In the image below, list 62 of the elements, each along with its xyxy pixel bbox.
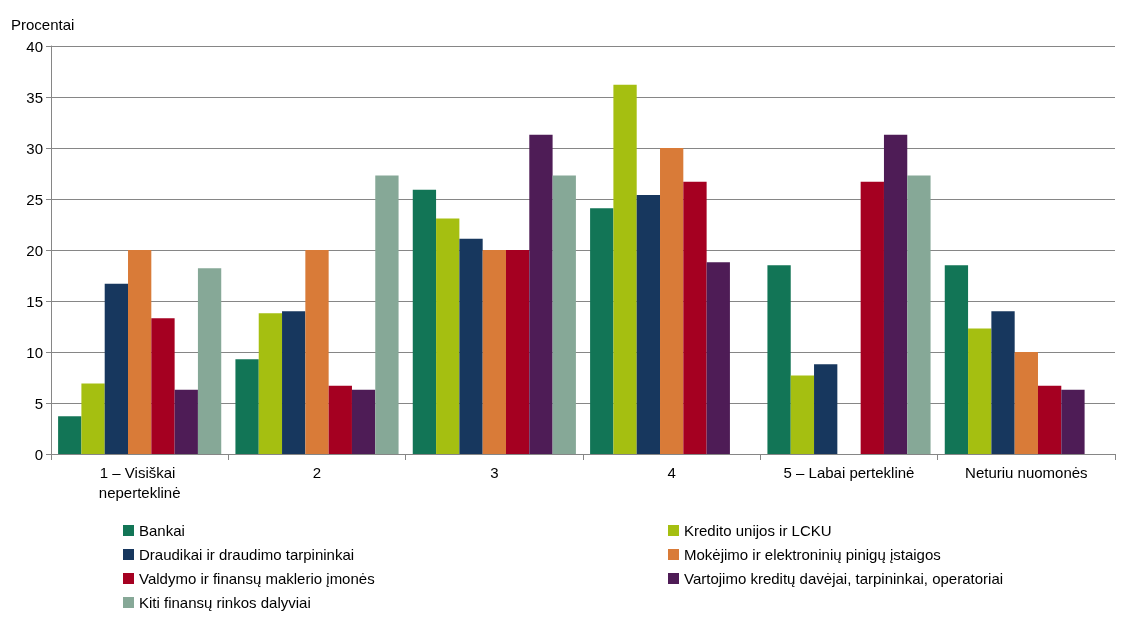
- x-tick-label: 2: [312, 463, 322, 481]
- bar: [683, 181, 707, 454]
- bar: [412, 189, 437, 454]
- bar: [636, 194, 661, 454]
- bar: [590, 208, 614, 454]
- y-tick-label: 10: [26, 343, 43, 361]
- legend-label: Kredito unijos ir LCKU: [684, 522, 832, 539]
- legend-label: Mokėjimo ir elektroninių pinigų įstaigos: [684, 546, 941, 563]
- bar: [529, 134, 553, 454]
- bar: [767, 265, 791, 454]
- bar: [128, 250, 152, 454]
- bar: [1061, 389, 1085, 454]
- legend-label: Draudikai ir draudimo tarpininkai: [139, 546, 355, 563]
- y-tick-label: 30: [26, 139, 43, 157]
- bar: [351, 389, 376, 454]
- bar: [282, 311, 306, 454]
- x-tick-label: 1 – Visiškai neperteklinė: [98, 463, 181, 501]
- bar: [459, 238, 483, 454]
- bar: [81, 383, 105, 454]
- bar: [706, 262, 730, 454]
- bar: [991, 311, 1015, 454]
- bar: [375, 175, 399, 454]
- bar: [197, 268, 222, 454]
- bar: [860, 181, 884, 454]
- legend-label: Vartojimo kreditų davėjai, tarpininkai, operatoriai: [684, 570, 1004, 587]
- bar: [790, 375, 815, 454]
- bar: [174, 389, 198, 454]
- y-tick-label: 20: [26, 241, 43, 259]
- bar: [660, 148, 684, 454]
- y-tick-label: 5: [34, 394, 43, 412]
- bar: [151, 318, 175, 454]
- bar: [907, 175, 931, 454]
- x-tick-label: Neturiu nuomonės: [965, 463, 1088, 481]
- legend-label: Bankai: [139, 522, 185, 539]
- y-tick-label: 0: [34, 445, 43, 463]
- bar: [944, 265, 969, 454]
- y-tick-label: 35: [26, 88, 43, 106]
- bar: [968, 328, 992, 454]
- bar: [328, 385, 352, 454]
- y-tick-label: 25: [26, 190, 43, 208]
- legend-label: Kiti finansų rinkos dalyviai: [139, 594, 311, 611]
- y-tick-label: 40: [26, 37, 43, 55]
- bar: [58, 416, 82, 454]
- bar: [1037, 385, 1062, 454]
- x-tick-label: 4: [667, 463, 676, 481]
- x-tick-label: 3: [490, 463, 499, 481]
- bar: [104, 283, 129, 454]
- bar: [552, 175, 576, 454]
- y-axis-title: Procentai: [11, 16, 75, 33]
- bar: [258, 313, 283, 454]
- bar: [814, 364, 838, 454]
- bar: [505, 250, 530, 454]
- bar: [305, 250, 329, 454]
- x-tick-label: 5 – Labai perteklinė: [783, 463, 915, 481]
- bar: [436, 218, 460, 454]
- bar: [883, 134, 908, 454]
- bar: [235, 359, 259, 454]
- legend-label: Valdymo ir finansų maklerio įmonės: [139, 570, 375, 587]
- y-tick-label: 15: [26, 292, 43, 310]
- bar: [482, 250, 506, 454]
- bar: [613, 84, 637, 454]
- bar: [1014, 352, 1038, 454]
